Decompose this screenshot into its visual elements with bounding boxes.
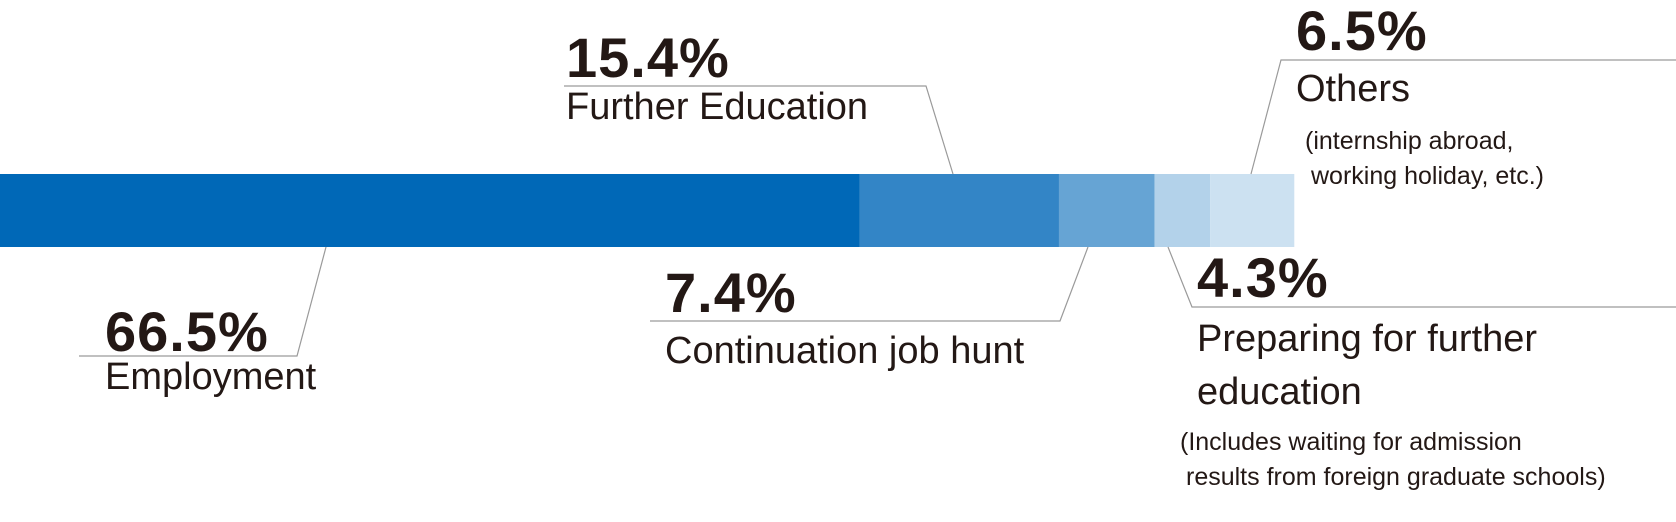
category-label: Further Education bbox=[566, 86, 869, 128]
bar-segment bbox=[0, 174, 860, 247]
bar-segment bbox=[859, 174, 1059, 247]
bar-segment bbox=[1058, 174, 1155, 247]
category-label: Preparing for further education bbox=[1197, 318, 1538, 413]
value-label: 4.3% bbox=[1197, 246, 1329, 309]
leader-line bbox=[1167, 246, 1676, 308]
value-label: 7.4% bbox=[665, 261, 797, 324]
category-label: Continuation job hunt bbox=[665, 330, 1025, 372]
value-label: 66.5% bbox=[105, 300, 269, 363]
category-label: Employment bbox=[105, 356, 317, 398]
value-label: 6.5% bbox=[1296, 0, 1428, 62]
note-line: working holiday, etc.) bbox=[1311, 162, 1544, 190]
bar-segment bbox=[1210, 174, 1295, 247]
note-line: (internship abroad, bbox=[1305, 127, 1514, 155]
note-line: results from foreign graduate schools) bbox=[1186, 463, 1606, 491]
note-line: (Includes waiting for admission bbox=[1180, 428, 1522, 456]
value-label: 15.4% bbox=[566, 26, 730, 89]
bar-segment bbox=[1154, 174, 1211, 247]
leader-line bbox=[1250, 59, 1676, 175]
category-label: Others bbox=[1296, 68, 1411, 110]
leader-line bbox=[564, 85, 954, 175]
leader-line bbox=[79, 246, 327, 357]
leader-line bbox=[650, 246, 1089, 322]
